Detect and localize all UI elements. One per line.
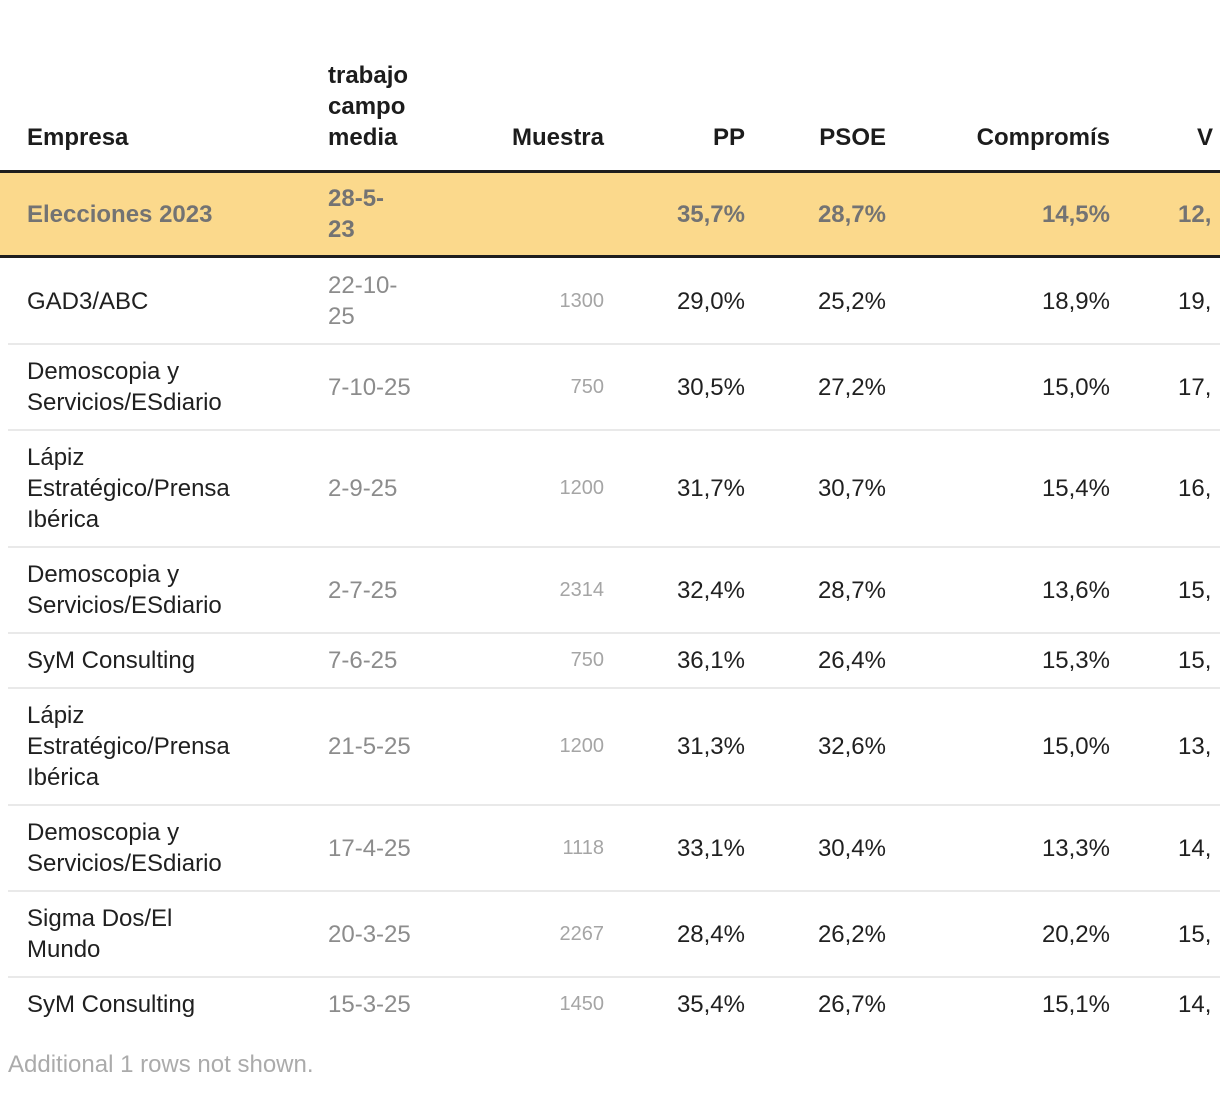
vox-value-cell-clipped: 17,: [1178, 373, 1212, 401]
psoe-value-cell: 32,6%: [817, 733, 886, 760]
column-header-vox-clipped: V: [1197, 124, 1214, 151]
pp-value-cell: 35,7%: [676, 200, 745, 228]
empresa-cell: Demoscopia y Servicios/ESdiario: [27, 561, 222, 619]
empresa-cell: Elecciones 2023: [27, 200, 213, 228]
pp-value-cell: 30,5%: [676, 373, 745, 401]
table-row: SyM Consulting 15-3-25 1450 35,4% 26,7% …: [0, 977, 1220, 1032]
fieldwork-date-cell: 15-3-25: [328, 991, 411, 1018]
psoe-value-cell: 26,2%: [817, 920, 886, 948]
compromis-value-cell: 15,0%: [1041, 373, 1110, 401]
pp-value-cell: 28,4%: [676, 920, 745, 948]
compromis-value-cell: 13,3%: [1041, 834, 1110, 862]
table-row: GAD3/ABC 22-10- 25 1300 29,0% 25,2% 18,9…: [0, 258, 1220, 345]
sample-size-cell: 1200: [559, 735, 605, 757]
psoe-value-cell: 27,2%: [817, 373, 886, 401]
vox-value-cell-clipped: 13,: [1178, 733, 1212, 760]
table-row: Demoscopia y Servicios/ESdiario 7-10-25 …: [0, 344, 1220, 431]
sample-size-cell: 1300: [559, 289, 605, 312]
fieldwork-date-cell: 22-10- 25: [328, 272, 398, 330]
empresa-cell: Sigma Dos/El Mundo: [27, 905, 173, 963]
pp-value-cell: 31,7%: [676, 475, 745, 502]
pp-value-cell: 31,3%: [676, 733, 745, 760]
sample-size-cell: 1450: [559, 993, 605, 1015]
empresa-cell: Lápiz Estratégico/Prensa Ibérica: [27, 702, 230, 791]
pp-value-cell: 33,1%: [676, 834, 745, 862]
fieldwork-date-cell: 21-5-25: [328, 733, 411, 760]
empresa-cell: SyM Consulting: [27, 647, 196, 674]
column-header-compromis: Compromís: [976, 124, 1110, 151]
psoe-value-cell: 25,2%: [817, 287, 886, 315]
pp-value-cell: 35,4%: [676, 991, 745, 1018]
vox-value-cell-clipped: 15,: [1178, 647, 1212, 674]
column-header-empresa: Empresa: [27, 124, 129, 151]
compromis-value-cell: 13,6%: [1041, 576, 1110, 604]
compromis-value-cell: 15,0%: [1041, 733, 1110, 760]
fieldwork-date-cell: 28-5- 23: [328, 185, 385, 243]
fieldwork-date-cell: 17-4-25: [328, 834, 411, 862]
vox-value-cell-clipped: 19,: [1178, 287, 1212, 315]
sample-size-cell: 2314: [559, 578, 605, 601]
column-header-psoe: PSOE: [819, 124, 886, 151]
sample-size-cell: 750: [570, 375, 604, 398]
compromis-value-cell: 15,4%: [1041, 475, 1110, 502]
table-header-row: Empresa trabajo campo media Muestra PP P…: [0, 0, 1220, 170]
compromis-value-cell: 20,2%: [1041, 920, 1110, 948]
table-row: Lápiz Estratégico/Prensa Ibérica 2-9-25 …: [0, 430, 1220, 548]
compromis-value-cell: 15,3%: [1041, 647, 1110, 674]
table-row: Demoscopia y Servicios/ESdiario 2-7-25 2…: [0, 547, 1220, 634]
fieldwork-date-cell: 2-9-25: [328, 475, 398, 502]
pp-value-cell: 36,1%: [676, 647, 745, 674]
table-row: SyM Consulting 7-6-25 750 36,1% 26,4% 15…: [0, 633, 1220, 689]
column-header-muestra: Muestra: [511, 124, 604, 151]
vox-value-cell-clipped: 14,: [1178, 991, 1212, 1018]
compromis-value-cell: 15,1%: [1041, 991, 1110, 1018]
empresa-cell: Demoscopia y Servicios/ESdiario: [27, 358, 222, 416]
psoe-value-cell: 26,7%: [817, 991, 886, 1018]
table-row: Lápiz Estratégico/Prensa Ibérica 21-5-25…: [0, 688, 1220, 806]
pp-value-cell: 29,0%: [676, 287, 745, 315]
sample-size-cell: 2267: [559, 922, 605, 945]
vox-value-cell-clipped: 15,: [1178, 920, 1212, 948]
vox-value-cell-clipped: 15,: [1178, 576, 1212, 604]
column-header-pp: PP: [712, 124, 745, 151]
vox-value-cell-clipped: 16,: [1178, 475, 1212, 502]
empresa-cell: Demoscopia y Servicios/ESdiario: [27, 819, 222, 877]
empresa-cell: GAD3/ABC: [27, 287, 149, 315]
vox-value-cell-clipped: 14,: [1178, 834, 1212, 862]
sample-size-cell: 1200: [559, 477, 605, 499]
psoe-value-cell: 26,4%: [817, 647, 886, 674]
fieldwork-date-cell: 20-3-25: [328, 920, 411, 948]
column-header-fieldwork-date: trabajo campo media: [328, 62, 409, 151]
psoe-value-cell: 28,7%: [817, 200, 886, 228]
table-row: Sigma Dos/El Mundo 20-3-25 2267 28,4% 26…: [0, 891, 1220, 978]
empresa-cell: Lápiz Estratégico/Prensa Ibérica: [27, 444, 230, 533]
polls-table: Empresa trabajo campo media Muestra PP P…: [0, 0, 1220, 1032]
psoe-value-cell: 30,4%: [817, 834, 886, 862]
vox-value-cell-clipped: 12,: [1178, 200, 1212, 228]
sample-size-cell: 1118: [562, 836, 604, 859]
sample-size-cell: 750: [570, 649, 604, 671]
footer-note: Additional 1 rows not shown.: [8, 1051, 314, 1078]
psoe-value-cell: 28,7%: [817, 576, 886, 604]
fieldwork-date-cell: 2-7-25: [328, 576, 398, 604]
compromis-value-cell: 14,5%: [1041, 200, 1110, 228]
empresa-cell: SyM Consulting: [27, 991, 196, 1018]
table-row: Demoscopia y Servicios/ESdiario 17-4-25 …: [0, 805, 1220, 892]
fieldwork-date-cell: 7-10-25: [328, 373, 411, 401]
fieldwork-date-cell: 7-6-25: [328, 647, 398, 674]
pp-value-cell: 32,4%: [676, 576, 745, 604]
compromis-value-cell: 18,9%: [1041, 287, 1110, 315]
table-row-elecciones-2023: Elecciones 2023 28-5- 23 35,7% 28,7% 14,…: [0, 170, 1220, 258]
psoe-value-cell: 30,7%: [817, 475, 886, 502]
